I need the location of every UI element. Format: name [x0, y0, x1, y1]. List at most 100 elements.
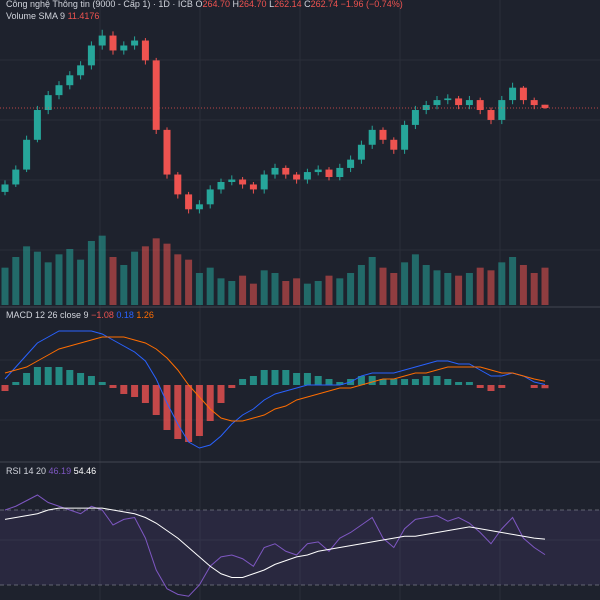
macd-histogram-bar: [476, 385, 484, 388]
volume-bar: [347, 273, 355, 305]
volume-bar: [141, 246, 149, 305]
candle-body: [109, 35, 117, 51]
candle-body: [519, 87, 527, 101]
volume-bar: [12, 257, 20, 305]
macd-histogram-bar: [55, 367, 63, 385]
volume-bar: [174, 254, 182, 305]
candle-body: [487, 110, 495, 120]
volume-bar: [249, 283, 257, 305]
rsi-title: RSI 14 20: [6, 466, 46, 476]
ohlc-label: L: [269, 0, 274, 9]
volume-bar: [77, 259, 85, 305]
macd-title: MACD 12 26 close 9: [6, 310, 89, 320]
candle-body: [141, 40, 149, 61]
volume-bar: [433, 270, 441, 305]
candle-body: [131, 40, 139, 46]
volume-bar: [465, 273, 473, 305]
candle-body: [55, 85, 63, 96]
volume-bar: [476, 267, 484, 305]
header: Công nghệ Thông tin (9000 - Cấp 1) · 1D …: [6, 0, 403, 9]
volume-bar: [487, 270, 495, 305]
candle-body: [401, 124, 409, 150]
candle-body: [174, 174, 182, 195]
macd-histogram-bar: [195, 385, 203, 436]
candle-body: [206, 189, 214, 205]
candle-body: [12, 169, 20, 185]
macd-histogram-bar: [390, 379, 398, 385]
macd-histogram-bar: [44, 367, 52, 385]
volume-bar: [519, 265, 527, 305]
candle-body: [433, 100, 441, 106]
candle-body: [1, 184, 9, 192]
volume-bar: [368, 257, 376, 305]
macd-histogram-bar: [530, 385, 538, 388]
candle-body: [249, 184, 257, 190]
volume-bar: [217, 278, 225, 305]
candle-body: [498, 100, 506, 120]
macd-histogram-bar: [422, 376, 430, 385]
macd-histogram-bar: [498, 385, 506, 388]
candle-body: [120, 45, 128, 51]
macd-histogram-bar: [1, 385, 9, 391]
macd-histogram-bar: [163, 385, 171, 430]
macd-histogram-bar: [12, 382, 20, 385]
ohlc-label: H: [233, 0, 240, 9]
macd-line: [4, 330, 546, 449]
volume-bar: [498, 262, 506, 305]
pane-separators: [0, 306, 600, 463]
ohlc-value: 264.70: [239, 0, 267, 9]
macd-histogram-bar: [433, 376, 441, 385]
macd-line: [4, 336, 546, 422]
macd-histogram-bar: [185, 385, 193, 442]
ohlc-label: C: [304, 0, 311, 9]
volume-bar: [314, 281, 322, 305]
candle-body: [422, 105, 430, 111]
macd-histogram-bar: [174, 385, 182, 439]
macd-histogram-bar: [314, 376, 322, 385]
candle-body: [509, 87, 517, 101]
candle-body: [303, 172, 311, 180]
candle-body: [293, 174, 301, 180]
macd-histogram-bar: [87, 376, 95, 385]
macd-histogram-bar: [77, 373, 85, 385]
rsi-value: 54.46: [74, 466, 97, 476]
candle-body: [217, 181, 225, 190]
candle-body: [260, 174, 268, 190]
rsi-line: [4, 507, 546, 578]
volume-bar: [260, 270, 268, 305]
candle-body: [98, 35, 106, 46]
candle-body: [44, 95, 52, 111]
candle-body: [390, 139, 398, 150]
macd-legend: MACD 12 26 close 9 −1.08 0.18 1.26: [6, 310, 154, 320]
rsi-legend: RSI 14 20 46.19 54.46: [6, 466, 96, 476]
ohlc-value: 264.70: [202, 0, 230, 9]
volume-bar: [109, 257, 117, 305]
macd-histogram-bar: [541, 385, 549, 389]
candle-body: [325, 169, 333, 178]
volume-bar: [455, 275, 463, 305]
candle-body: [530, 100, 538, 106]
candle-body: [411, 110, 419, 125]
macd-histogram-bar: [401, 379, 409, 385]
volume-bar: [422, 265, 430, 305]
macd-histogram-bar: [293, 373, 301, 385]
macd-value: −1.08: [91, 310, 114, 320]
volume-bar: [401, 262, 409, 305]
candle-body: [66, 75, 74, 86]
macd-histogram-bar: [260, 370, 268, 385]
macd-histogram-bar: [444, 379, 452, 385]
candle-body: [282, 167, 290, 175]
macd-histogram-bar: [141, 385, 149, 403]
volume-bar: [239, 275, 247, 305]
macd-histogram-bar: [239, 379, 247, 385]
macd-histogram-bar: [98, 382, 106, 385]
candle-body: [163, 129, 171, 175]
volume-bar: [509, 257, 517, 305]
volume-bar: [131, 251, 139, 305]
volume-bar: [530, 273, 538, 305]
volume-bar: [541, 267, 549, 305]
volume-bar: [195, 273, 203, 305]
candle-body: [87, 45, 95, 66]
volume-bar: [271, 273, 279, 305]
